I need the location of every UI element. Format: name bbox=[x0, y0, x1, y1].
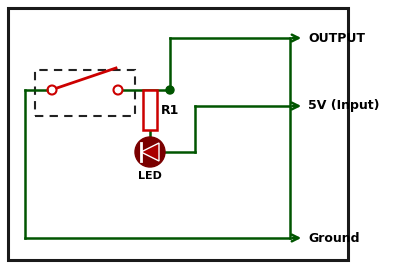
Polygon shape bbox=[141, 143, 159, 161]
Bar bbox=[8, 8, 348, 260]
Text: 5V (Input): 5V (Input) bbox=[308, 99, 380, 113]
Bar bbox=[35, 70, 135, 116]
Text: R1: R1 bbox=[161, 103, 179, 117]
Circle shape bbox=[166, 86, 174, 94]
Text: OUTPUT: OUTPUT bbox=[308, 32, 365, 44]
Text: LED: LED bbox=[138, 171, 162, 181]
Circle shape bbox=[135, 137, 165, 167]
Text: Ground: Ground bbox=[308, 232, 360, 244]
Bar bbox=[143, 90, 157, 130]
